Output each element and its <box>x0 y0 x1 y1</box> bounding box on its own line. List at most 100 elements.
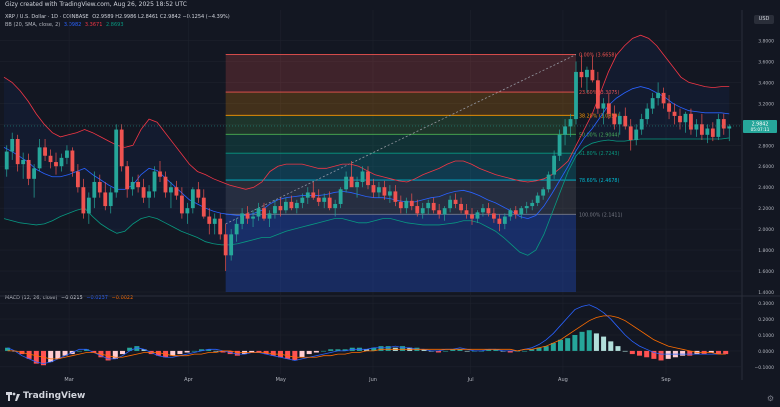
bollinger-label: BB (20, SMA, close, 2) <box>5 22 61 28</box>
last-price-value: 2.9842 <box>752 121 769 127</box>
candle-body <box>327 197 332 209</box>
macd-legend[interactable]: MACD (12, 26, close) −0.0215 −0.0237 −0.… <box>5 295 133 301</box>
candle-body <box>21 159 26 165</box>
candle-body <box>174 187 179 196</box>
candle-body <box>278 206 283 211</box>
candle-body <box>716 119 721 137</box>
currency-flag[interactable]: USD <box>754 15 774 24</box>
symbol-name: XRP / U.S. Dollar · 1D · COINBASE <box>5 14 89 20</box>
candle-body <box>97 181 102 193</box>
candle-body <box>103 192 108 207</box>
macd-histogram-bar <box>486 349 492 351</box>
macd-histogram-bar <box>507 350 513 353</box>
macd-histogram-bar <box>400 346 406 351</box>
macd-histogram-bar <box>5 347 11 351</box>
macd-histogram-bar <box>457 349 463 351</box>
macd-histogram-bar <box>558 339 564 351</box>
macd-histogram-bar <box>608 341 614 351</box>
bar-countdown: 05:07:11 <box>751 127 770 132</box>
candle-body <box>147 191 151 198</box>
candle-body <box>426 202 431 209</box>
candle-body <box>470 214 474 219</box>
macd-tick-label: 0.0000 <box>758 349 774 355</box>
candle-body <box>267 213 272 219</box>
candle-body <box>678 115 682 123</box>
candle-body <box>683 113 688 123</box>
candle-body <box>672 111 677 116</box>
macd-histogram-bar <box>220 350 226 353</box>
macd-histogram-bar <box>112 350 118 359</box>
macd-histogram-bar <box>680 350 686 356</box>
macd-histogram-bar <box>306 350 312 355</box>
candle-body <box>393 191 398 202</box>
macd-histogram-bar <box>328 349 334 351</box>
candle-body <box>201 197 206 217</box>
macd-histogram-bar <box>579 331 585 351</box>
candle-body <box>141 187 146 198</box>
macd-histogram-bar <box>270 350 276 356</box>
candle-body <box>519 208 524 215</box>
price-tick-label: 3.4000 <box>758 80 774 86</box>
time-axis-label: May <box>276 377 286 383</box>
time-axis-label: Apr <box>184 377 194 383</box>
candle-body <box>595 80 600 109</box>
candle-body <box>212 218 217 224</box>
bollinger-basis-value: 3.0982 <box>63 22 82 28</box>
macd-histogram-bar <box>292 350 298 361</box>
candle-body <box>190 189 195 209</box>
candle-body <box>415 206 420 214</box>
time-axis-label: Jul <box>467 377 474 383</box>
candle-body <box>15 138 20 165</box>
candle-body <box>75 171 80 188</box>
bollinger-legend[interactable]: BB (20, SMA, close, 2) 3.0982 3.3671 2.8… <box>5 22 124 28</box>
price-tick-label: 1.6000 <box>758 269 774 275</box>
candle-body <box>710 128 715 137</box>
candle-body <box>420 208 425 214</box>
fib-level-label: 50.00% (2.9044) <box>579 132 619 138</box>
macd-histogram-bar <box>565 338 571 351</box>
candle-body <box>300 197 305 203</box>
candle-body <box>377 187 381 193</box>
candle-body <box>311 192 316 198</box>
candle-body <box>585 69 589 78</box>
macd-histogram-bar <box>644 350 650 358</box>
fib-level-label: 38.20% (3.0859) <box>579 113 619 119</box>
macd-histogram-bar <box>723 350 729 355</box>
candle-body <box>459 203 463 211</box>
macd-histogram-bar <box>198 349 204 351</box>
candle-body <box>179 195 184 214</box>
price-tick-label: 1.4000 <box>758 290 774 296</box>
macd-histogram-bar <box>629 350 635 355</box>
candle-body <box>333 203 338 209</box>
brand-name: TradingView <box>23 391 86 401</box>
price-tick-label: 2.6000 <box>758 164 774 170</box>
candle-body <box>92 181 97 198</box>
candle-body <box>86 197 91 214</box>
fib-level-label: 78.60% (2.4678) <box>579 178 619 184</box>
candle-body <box>316 197 321 202</box>
candle-body <box>437 210 442 215</box>
macd-histogram-bar <box>62 350 68 356</box>
symbol-legend[interactable]: XRP / U.S. Dollar · 1D · COINBASE O2.958… <box>5 14 230 20</box>
macd-histogram-bar <box>191 350 197 352</box>
candle-body <box>448 199 453 209</box>
macd-histogram-bar <box>687 350 693 356</box>
macd-histogram-bar <box>593 333 599 351</box>
candle-body <box>513 210 518 215</box>
candle-body <box>283 201 288 211</box>
candle-body <box>240 213 245 224</box>
macd-histogram-bar <box>601 336 607 351</box>
macd-histogram-bar <box>715 350 722 355</box>
macd-histogram-bar <box>48 350 54 363</box>
candle-body <box>404 200 409 209</box>
macd-histogram-bar <box>313 350 319 353</box>
candle-body <box>661 92 666 104</box>
settings-gear-icon[interactable]: ⚙ <box>766 394 774 403</box>
candle-body <box>475 212 480 219</box>
macd-histogram-bar <box>134 346 140 351</box>
tradingview-logo: TradingView <box>6 391 85 401</box>
candle-body <box>322 197 327 202</box>
fib-trend-line <box>225 54 577 225</box>
candle-body <box>130 181 135 190</box>
